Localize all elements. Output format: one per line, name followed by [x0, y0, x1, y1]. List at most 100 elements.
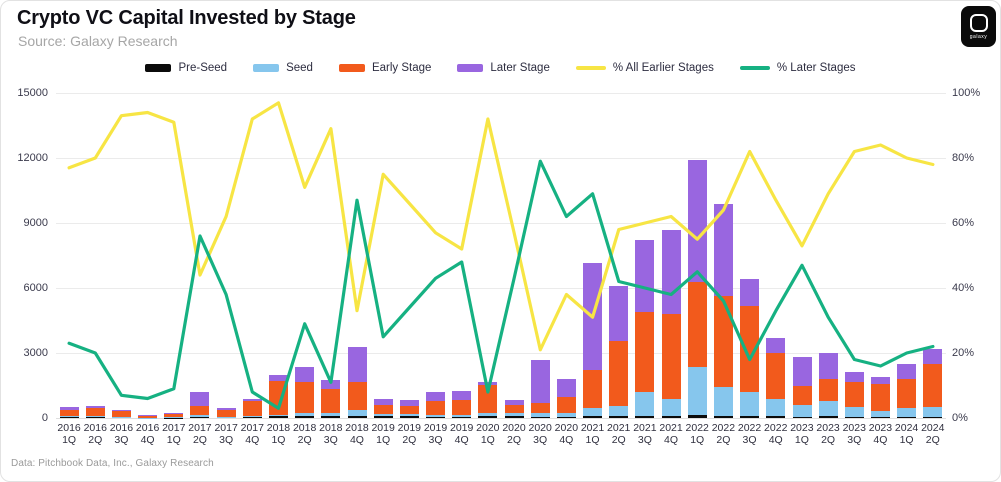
bar-segment-later-stage — [59, 406, 79, 410]
x-axis-label: 2018 3Q — [319, 422, 343, 447]
bar-segment-pre-seed — [426, 416, 446, 418]
bar-segment-later-stage — [714, 203, 733, 296]
legend-label: % Later Stages — [776, 62, 856, 74]
right-axis-tick: 80% — [952, 151, 975, 164]
bar-segment-seed — [635, 392, 655, 416]
x-axis-label: 2021 1Q — [580, 422, 605, 447]
bar-segment-later-stage — [530, 359, 550, 404]
bar-segment-seed — [897, 407, 917, 417]
bar-segment-later-stage — [504, 399, 524, 405]
bar-segment-pre-seed — [714, 415, 733, 418]
x-axis-label: 2023 2Q — [816, 422, 840, 447]
bar-segment-pre-seed — [897, 416, 917, 418]
bar-segment-seed — [740, 392, 760, 416]
bar-segment-seed — [687, 367, 707, 416]
bar-segment-later-stage — [321, 380, 341, 389]
bar-segment-seed — [871, 411, 891, 418]
bar-segment-later-stage — [216, 408, 236, 410]
x-axis-label: 2023 1Q — [790, 422, 814, 447]
bar-segment-seed — [452, 414, 472, 417]
x-axis-label: 2019 2Q — [397, 422, 421, 447]
legend-label: Pre-Seed — [178, 62, 228, 74]
legend-swatch-icon — [575, 66, 606, 70]
bar-segment-seed — [242, 415, 262, 417]
bar-segment-later-stage — [818, 353, 838, 379]
bar-segment-early-stage — [190, 405, 210, 415]
bar-segment-early-stage — [530, 403, 550, 414]
bar-segment-early-stage — [583, 370, 603, 409]
bar-segment-seed — [714, 387, 733, 416]
x-axis-label: 2022 4Q — [764, 422, 788, 447]
bar-segment-later-stage — [478, 381, 498, 385]
legend-item-later-stage[interactable]: Later Stage — [457, 62, 550, 74]
legend-item--later-stages[interactable]: % Later Stages — [739, 62, 856, 74]
bar-segment-early-stage — [269, 380, 288, 415]
bar-segment-pre-seed — [844, 416, 864, 418]
bar-segment-later-stage — [85, 405, 105, 409]
bar-segment-seed — [530, 413, 550, 417]
bar-segment-seed — [85, 416, 105, 417]
x-axis-label: 2016 4Q — [135, 422, 160, 447]
bar-segment-seed — [818, 401, 838, 417]
bar-segment-later-stage — [687, 159, 707, 283]
bar-segment-early-stage — [478, 384, 498, 414]
bar-segment-seed — [923, 406, 943, 417]
x-axis-label: 2017 3Q — [214, 422, 238, 447]
bar-segment-seed — [609, 406, 629, 416]
bar-segment-seed — [583, 408, 603, 416]
legend-item-early-stage[interactable]: Early Stage — [338, 62, 432, 74]
bar-segment-pre-seed — [399, 416, 419, 418]
bar-segment-pre-seed — [740, 415, 760, 418]
bar-segment-seed — [295, 412, 315, 416]
bar-segment-seed — [766, 399, 786, 416]
data-credit: Data: Pitchbook Data, Inc., Galaxy Resea… — [11, 458, 214, 469]
bar-segment-early-stage — [740, 305, 760, 393]
bar-segment-later-stage — [609, 286, 629, 342]
x-axis-label: 2016 1Q — [57, 422, 81, 447]
bar-segment-later-stage — [269, 375, 288, 381]
page-title: Crypto VC Capital Invested by Stage — [17, 7, 356, 29]
bar-segment-early-stage — [295, 381, 315, 413]
bar-segment-pre-seed — [85, 416, 105, 418]
x-axis-label: 2017 4Q — [240, 422, 264, 447]
x-axis-label: 2021 4Q — [659, 422, 683, 447]
bar-segment-seed — [190, 414, 210, 417]
bar-segment-seed — [426, 415, 446, 417]
x-axis-label: 2018 1Q — [266, 422, 291, 447]
bar-segment-later-stage — [740, 278, 760, 306]
bar-segment-later-stage — [373, 398, 393, 406]
legend-swatch-icon — [457, 64, 484, 72]
bar-segment-early-stage — [216, 409, 236, 417]
legend-label: Early Stage — [371, 62, 432, 74]
right-axis-tick: 0% — [952, 411, 968, 424]
x-axis-label: 2019 4Q — [449, 422, 474, 447]
bar-segment-later-stage — [399, 399, 419, 406]
x-axis-label: 2020 4Q — [554, 422, 579, 447]
bar-segment-early-stage — [818, 379, 838, 402]
bar-segment-early-stage — [399, 405, 419, 415]
right-axis-tick: 60% — [952, 216, 975, 229]
bar-segment-pre-seed — [556, 416, 576, 418]
x-axis-label: 2021 2Q — [607, 422, 631, 447]
bar-segment-later-stage — [923, 349, 943, 364]
bar-segment-later-stage — [661, 229, 681, 314]
bar-segment-seed — [661, 398, 681, 416]
legend-swatch-icon — [145, 64, 172, 72]
legend-item-pre-seed[interactable]: Pre-Seed — [145, 62, 227, 74]
bar-segment-early-stage — [59, 409, 79, 416]
bar-segment-later-stage — [452, 390, 472, 401]
bar-segment-later-stage — [242, 398, 262, 402]
legend-swatch-icon — [253, 64, 280, 72]
bar-segment-early-stage — [452, 400, 472, 415]
bar-segment-early-stage — [164, 413, 184, 418]
x-axis-label: 2020 3Q — [528, 422, 552, 447]
bar-segment-pre-seed — [111, 417, 131, 418]
chart-legend: Pre-Seed Seed Early Stage Later Stage % All … — [1, 62, 1000, 74]
legend-item-seed[interactable]: Seed — [253, 62, 313, 74]
bar-segment-seed — [792, 404, 812, 417]
bar-segment-later-stage — [792, 356, 812, 386]
x-axis-label: 2017 2Q — [188, 422, 212, 447]
bar-segment-early-stage — [504, 404, 524, 414]
legend-item--all-earlier-stages[interactable]: % All Earlier Stages — [575, 62, 714, 74]
bar-segment-early-stage — [844, 382, 864, 407]
